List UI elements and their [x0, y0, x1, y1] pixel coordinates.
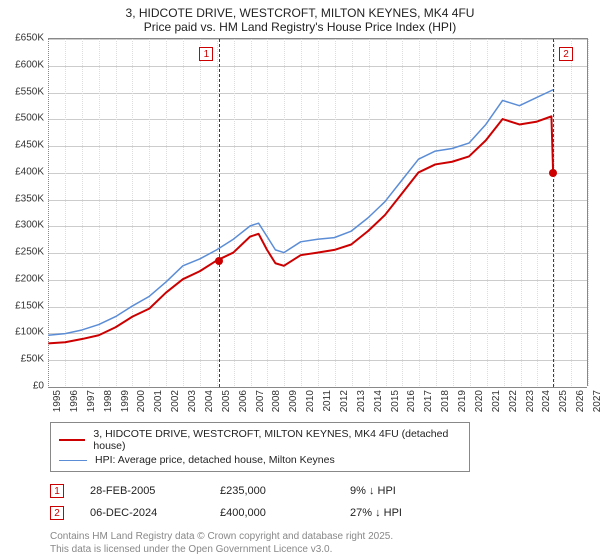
- x-tick-label: 1999: [120, 390, 131, 412]
- x-tick-label: 2002: [170, 390, 181, 412]
- datapoint-row: 1 28-FEB-2005 £235,000 9% ↓ HPI: [50, 480, 600, 502]
- series-hpi: [48, 90, 553, 335]
- series-price_paid: [48, 116, 553, 343]
- datapoint-marker: 2: [50, 506, 64, 520]
- datapoint-marker: 1: [50, 484, 64, 498]
- x-tick-label: 2003: [187, 390, 198, 412]
- chart-lines: [48, 39, 587, 386]
- datapoint-date: 06-DEC-2024: [90, 507, 220, 519]
- footer-line-1: Contains HM Land Registry data © Crown c…: [50, 530, 600, 543]
- gridline-h: [48, 387, 587, 388]
- y-tick-label: £350K: [4, 193, 44, 204]
- legend: 3, HIDCOTE DRIVE, WESTCROFT, MILTON KEYN…: [50, 422, 470, 472]
- x-tick-label: 2013: [356, 390, 367, 412]
- legend-row: HPI: Average price, detached house, Milt…: [59, 453, 461, 467]
- x-tick-label: 1997: [86, 390, 97, 412]
- datapoint-delta: 9% ↓ HPI: [350, 485, 480, 497]
- x-tick-label: 2019: [457, 390, 468, 412]
- chart-area: 12 £0£50K£100K£150K£200K£250K£300K£350K£…: [4, 38, 594, 418]
- x-tick-label: 2024: [541, 390, 552, 412]
- x-tick-label: 2015: [390, 390, 401, 412]
- x-tick-label: 2017: [423, 390, 434, 412]
- x-tick-label: 1995: [52, 390, 63, 412]
- x-tick-label: 2023: [525, 390, 536, 412]
- x-tick-label: 2009: [288, 390, 299, 412]
- legend-label: 3, HIDCOTE DRIVE, WESTCROFT, MILTON KEYN…: [93, 428, 461, 452]
- x-tick-label: 2014: [373, 390, 384, 412]
- marker-box: 2: [559, 47, 573, 61]
- title-line-2: Price paid vs. HM Land Registry's House …: [0, 20, 600, 34]
- x-tick-label: 2025: [558, 390, 569, 412]
- datapoint-price: £235,000: [220, 485, 350, 497]
- legend-swatch: [59, 460, 87, 461]
- x-tick-label: 2021: [491, 390, 502, 412]
- x-tick-label: 2001: [153, 390, 164, 412]
- y-tick-label: £200K: [4, 273, 44, 284]
- footer-note: Contains HM Land Registry data © Crown c…: [50, 530, 600, 556]
- legend-swatch: [59, 439, 85, 441]
- x-tick-label: 2016: [406, 390, 417, 412]
- y-tick-label: £150K: [4, 300, 44, 311]
- y-tick-label: £650K: [4, 33, 44, 44]
- y-tick-label: £50K: [4, 354, 44, 365]
- marker-vline: [553, 39, 554, 387]
- y-tick-label: £500K: [4, 113, 44, 124]
- legend-label: HPI: Average price, detached house, Milt…: [95, 454, 335, 466]
- datapoint-row: 2 06-DEC-2024 £400,000 27% ↓ HPI: [50, 502, 600, 524]
- datapoint-delta: 27% ↓ HPI: [350, 507, 480, 519]
- x-tick-label: 2010: [305, 390, 316, 412]
- x-tick-label: 2012: [339, 390, 350, 412]
- gridline-v: [588, 39, 589, 386]
- datapoint-table: 1 28-FEB-2005 £235,000 9% ↓ HPI 2 06-DEC…: [50, 480, 600, 524]
- y-tick-label: £100K: [4, 327, 44, 338]
- legend-row: 3, HIDCOTE DRIVE, WESTCROFT, MILTON KEYN…: [59, 427, 461, 453]
- title-line-1: 3, HIDCOTE DRIVE, WESTCROFT, MILTON KEYN…: [0, 6, 600, 20]
- marker-dot: [215, 257, 223, 265]
- x-tick-label: 2020: [474, 390, 485, 412]
- y-tick-label: £250K: [4, 247, 44, 258]
- x-tick-label: 2018: [440, 390, 451, 412]
- y-tick-label: £0: [4, 381, 44, 392]
- y-tick-label: £450K: [4, 140, 44, 151]
- x-tick-label: 1998: [103, 390, 114, 412]
- chart-container: 3, HIDCOTE DRIVE, WESTCROFT, MILTON KEYN…: [0, 0, 600, 560]
- x-tick-label: 2007: [255, 390, 266, 412]
- x-tick-label: 2022: [508, 390, 519, 412]
- x-tick-label: 2008: [271, 390, 282, 412]
- x-tick-label: 2005: [221, 390, 232, 412]
- plot-area: 12: [48, 38, 588, 386]
- x-tick-label: 2000: [136, 390, 147, 412]
- x-tick-label: 2011: [322, 390, 333, 412]
- y-tick-label: £550K: [4, 86, 44, 97]
- datapoint-date: 28-FEB-2005: [90, 485, 220, 497]
- marker-dot: [549, 169, 557, 177]
- x-tick-label: 2006: [238, 390, 249, 412]
- title-block: 3, HIDCOTE DRIVE, WESTCROFT, MILTON KEYN…: [0, 0, 600, 38]
- x-tick-label: 1996: [69, 390, 80, 412]
- y-tick-label: £600K: [4, 59, 44, 70]
- footer-line-2: This data is licensed under the Open Gov…: [50, 543, 600, 556]
- marker-vline: [219, 39, 220, 387]
- x-tick-label: 2026: [575, 390, 586, 412]
- datapoint-price: £400,000: [220, 507, 350, 519]
- x-tick-label: 2004: [204, 390, 215, 412]
- y-tick-label: £400K: [4, 166, 44, 177]
- x-tick-label: 2027: [592, 390, 600, 412]
- marker-box: 1: [199, 47, 213, 61]
- y-tick-label: £300K: [4, 220, 44, 231]
